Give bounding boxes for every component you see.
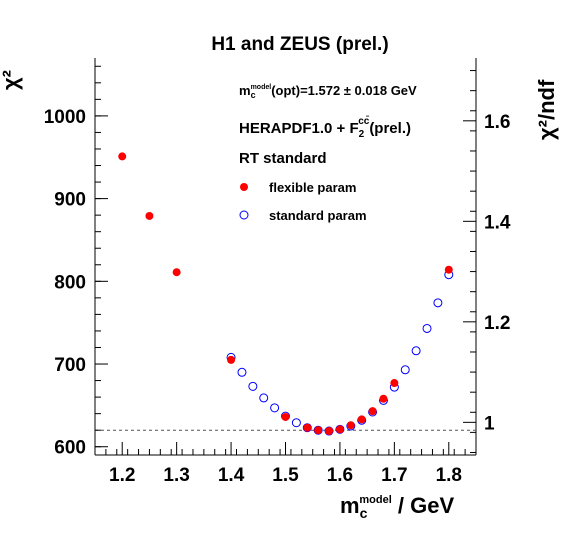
point-flexible-param <box>281 412 290 421</box>
x-tick-label: 1.2 <box>109 465 135 486</box>
legend-label-standard: standard param <box>269 208 367 223</box>
annotation-scheme: RT standard <box>239 150 327 167</box>
y-tick-label: 1000 <box>44 107 86 128</box>
y2-tick-label: 1.6 <box>484 112 510 133</box>
point-flexible-param <box>390 379 399 388</box>
point-standard-param <box>291 418 301 428</box>
mc-sub: c <box>251 90 256 100</box>
y-axis-label-right: χ²/ndf <box>534 79 559 140</box>
y-ticks: 600 700 800 900 1000 <box>44 65 108 459</box>
xlab-sub: c <box>360 505 368 521</box>
point-flexible-param <box>335 425 344 434</box>
legend-label-flexible: flexible param <box>269 180 356 195</box>
mc-sup: model <box>251 84 272 91</box>
y2-tick-label: 1 <box>484 413 495 434</box>
svg-text:mcmodel(opt)=1.572 ± 0.018 GeV: mcmodel(opt)=1.572 ± 0.018 GeV <box>239 83 417 100</box>
x-ticks: 1.2 1.3 1.4 1.5 1.6 1.7 1.8 <box>94 442 477 486</box>
pdf-sup: cc̄ <box>358 115 370 127</box>
annotation-pdf: HERAPDF1.0 + F2 cc̄(prel.) <box>239 115 411 140</box>
legend: flexible param standard param <box>239 180 367 223</box>
x-tick-label: 1.3 <box>163 465 189 486</box>
point-flexible-param <box>368 407 377 416</box>
y-ticks-right: 1 1.2 1.4 1.6 <box>463 70 511 453</box>
y-axis-label: χ² <box>0 70 23 90</box>
pdf-name: HERAPDF1.0 + F <box>239 120 359 137</box>
point-standard-param <box>248 381 258 391</box>
x-tick-label: 1.7 <box>381 465 407 486</box>
xlab-sup: model <box>359 494 391 506</box>
point-flexible-param <box>444 265 453 274</box>
point-flexible-param <box>357 415 366 424</box>
legend-marker-flexible <box>240 183 248 191</box>
x-tick-label: 1.5 <box>272 465 299 486</box>
point-standard-param <box>411 346 421 356</box>
xlab-m: m <box>340 493 360 518</box>
point-standard-param <box>433 298 443 308</box>
x-tick-label: 1.8 <box>436 465 462 486</box>
point-standard-param <box>422 323 432 333</box>
x-axis-label: mcmodel / GeV <box>340 493 454 521</box>
point-flexible-param <box>325 427 334 436</box>
point-standard-param <box>237 367 247 377</box>
plot-frame <box>94 58 477 456</box>
y-tick-label: 700 <box>54 355 86 376</box>
y-tick-label: 600 <box>54 438 86 459</box>
mc-m: m <box>239 83 251 98</box>
point-flexible-param <box>346 421 355 430</box>
xlab-rest: / GeV <box>392 493 455 518</box>
data-points <box>118 152 454 436</box>
chart-title: H1 and ZEUS (prel.) <box>211 34 388 55</box>
point-flexible-param <box>145 211 154 220</box>
x-tick-label: 1.6 <box>327 465 353 486</box>
point-flexible-param <box>118 152 127 161</box>
point-standard-param <box>259 393 269 403</box>
x-tick-label: 1.4 <box>218 465 245 486</box>
point-flexible-param <box>379 394 388 403</box>
point-flexible-param <box>303 423 312 432</box>
svg-text:mcmodel / GeV: mcmodel / GeV <box>340 493 454 521</box>
y2-tick-label: 1.2 <box>484 313 510 334</box>
pdf-rest: (prel.) <box>369 120 411 137</box>
point-flexible-param <box>172 268 181 277</box>
svg-text:HERAPDF1.0 + F2cc̄(prel.): HERAPDF1.0 + F2 cc̄(prel.) <box>239 115 411 140</box>
mc-rest: (opt)=1.572 ± 0.018 GeV <box>271 83 417 98</box>
y2-tick-label: 1.4 <box>484 212 511 233</box>
y-tick-label: 800 <box>54 272 86 293</box>
y-tick-label: 900 <box>54 190 86 211</box>
point-flexible-param <box>314 426 323 435</box>
point-flexible-param <box>227 355 236 364</box>
annotation-mc-opt: mcmodel(opt)=1.572 ± 0.018 GeV <box>239 83 417 100</box>
pdf-sub: 2 <box>359 129 365 140</box>
legend-marker-standard <box>239 210 249 220</box>
point-standard-param <box>270 403 280 413</box>
point-standard-param <box>400 365 410 375</box>
